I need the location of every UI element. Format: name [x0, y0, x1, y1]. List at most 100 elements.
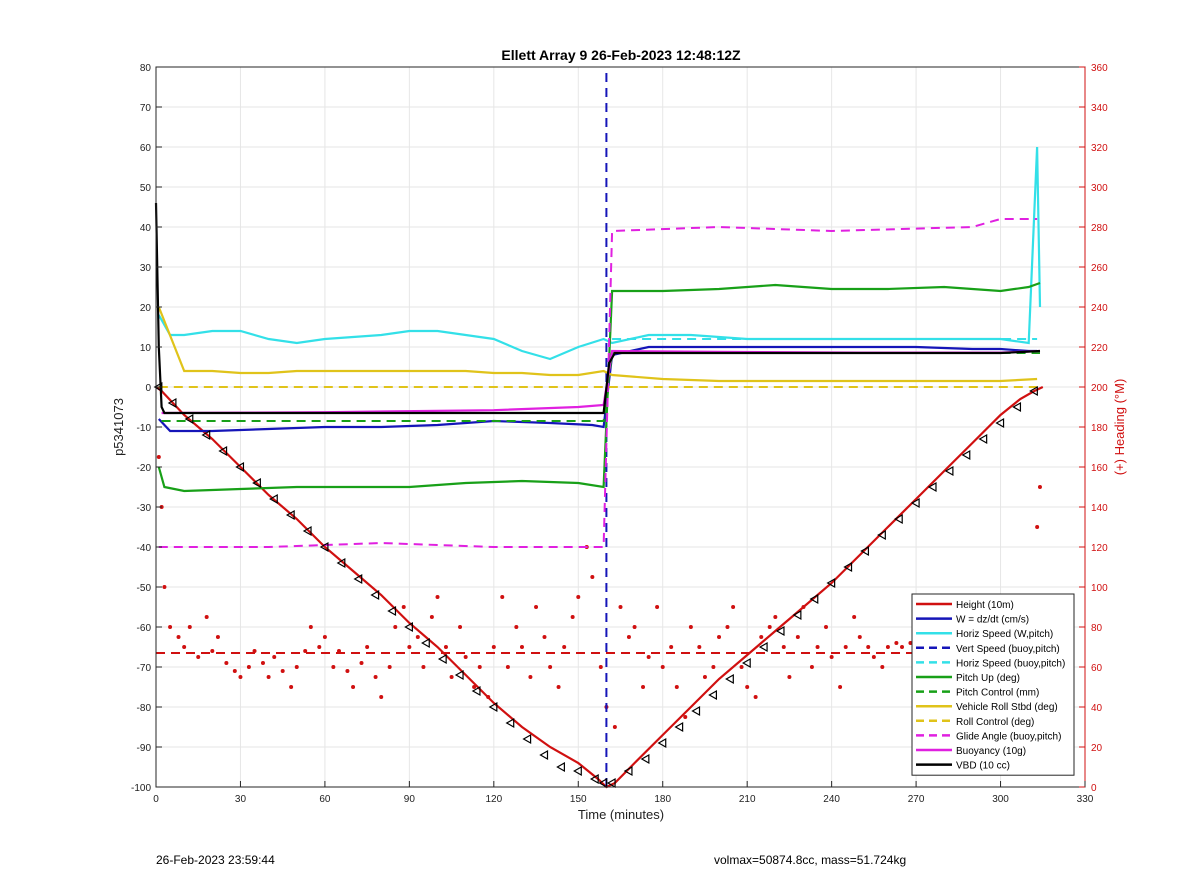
heading-point — [542, 635, 547, 639]
heading-point — [215, 635, 220, 639]
heading-point — [238, 675, 243, 679]
legend-entry: Horiz Speed (W,pitch) — [956, 629, 1053, 640]
y-tick-label-left: -70 — [137, 663, 152, 674]
x-tick-label: 90 — [404, 794, 416, 805]
y-tick-label-right: 240 — [1091, 303, 1108, 314]
y-tick-label-right: 300 — [1091, 183, 1108, 194]
x-tick-label: 60 — [319, 794, 331, 805]
height-marker — [302, 525, 312, 537]
heading-point — [745, 685, 750, 689]
x-axis-label: Time (minutes) — [578, 807, 664, 822]
heading-point — [1035, 525, 1040, 529]
heading-point — [373, 675, 378, 679]
height-marker — [370, 589, 380, 601]
heading-point — [570, 615, 575, 619]
heading-point — [702, 675, 707, 679]
height-marker — [269, 493, 278, 505]
y-tick-label-right: 100 — [1091, 583, 1108, 594]
legend-entry: Pitch Up (deg) — [956, 673, 1020, 684]
height-marker — [252, 477, 261, 489]
heading-point — [331, 665, 336, 669]
series-line-1 — [157, 345, 1038, 433]
heading-point — [280, 669, 285, 673]
legend-entry: Vert Speed (buoy,pitch) — [956, 644, 1060, 655]
heading-point — [626, 635, 631, 639]
y-tick-label-left: -90 — [137, 743, 152, 754]
x-tick-label: 270 — [908, 794, 925, 805]
y-tick-label-left: -30 — [137, 503, 152, 514]
heading-point — [415, 635, 420, 639]
height-marker — [454, 669, 464, 681]
series-layer — [153, 67, 1044, 789]
x-tick-label: 0 — [153, 794, 159, 805]
heading-point — [500, 595, 505, 599]
height-marker — [910, 497, 920, 509]
heading-point — [829, 655, 834, 659]
legend-entry: VBD (10 cc) — [956, 761, 1010, 772]
series-line-7 — [157, 306, 1038, 383]
height-marker — [758, 641, 768, 653]
heading-point — [739, 665, 744, 669]
heading-point — [210, 649, 215, 653]
heading-point — [272, 655, 277, 659]
heading-point — [880, 665, 885, 669]
height-marker — [1029, 385, 1038, 397]
heading-point — [162, 585, 167, 589]
y-tick-label-left: -20 — [137, 463, 152, 474]
heading-point — [182, 645, 187, 649]
x-tick-label: 330 — [1077, 794, 1094, 805]
height-marker — [573, 765, 582, 777]
heading-point — [317, 645, 322, 649]
height-marker — [995, 417, 1005, 429]
legend-entry: Pitch Control (mm) — [956, 688, 1039, 699]
heading-point — [900, 645, 905, 649]
heading-point — [435, 595, 440, 599]
x-tick-label: 150 — [570, 794, 587, 805]
series-line-2 — [157, 146, 1042, 361]
height-marker — [556, 761, 565, 773]
y-tick-label-left: -80 — [137, 703, 152, 714]
heading-point — [759, 635, 764, 639]
y-tick-label-left: 70 — [140, 103, 152, 114]
footer-timestamp: 26-Feb-2023 23:59:44 — [156, 853, 275, 867]
heading-point — [669, 645, 674, 649]
y-tick-label-left: 20 — [140, 303, 152, 314]
height-marker — [404, 621, 413, 633]
height-marker — [843, 561, 853, 573]
heading-point — [505, 665, 510, 669]
legend-entry: Buoyancy (10g) — [956, 746, 1026, 757]
legend-entry: Vehicle Roll Stbd (deg) — [956, 702, 1058, 713]
x-tick-label: 210 — [739, 794, 756, 805]
y-tick-label-left: 50 — [140, 183, 152, 194]
height-marker — [235, 461, 245, 473]
heading-point — [824, 625, 829, 629]
heading-point — [809, 665, 814, 669]
heading-point — [477, 665, 482, 669]
y-tick-label-left: -40 — [137, 543, 152, 554]
axes: 0 30 60 90 120 150 180 210 240 270 300 330807060504… — [131, 63, 1108, 805]
y-tick-label-right: 60 — [1091, 663, 1103, 674]
y-tick-label-right: 320 — [1091, 143, 1108, 154]
y-tick-label-left: 40 — [140, 223, 152, 234]
height-marker — [1012, 401, 1022, 413]
heading-point — [731, 605, 736, 609]
x-tick-label: 30 — [235, 794, 247, 805]
heading-point — [795, 635, 800, 639]
x-tick-label: 120 — [485, 794, 502, 805]
y-tick-label-left: -50 — [137, 583, 152, 594]
series-line-5 — [157, 281, 1041, 493]
heading-point — [379, 695, 384, 699]
height-marker — [598, 777, 608, 789]
legend: Height (10m) W = dz/dt (cm/s) Horiz Speed … — [911, 593, 1075, 776]
heading-point — [204, 615, 209, 619]
heading-point — [885, 645, 890, 649]
height-marker — [505, 717, 515, 729]
height-marker — [792, 609, 802, 621]
heading-point — [590, 575, 595, 579]
height-marker — [775, 625, 785, 637]
heading-point — [266, 675, 271, 679]
y-tick-label-left: 10 — [140, 343, 152, 354]
heading-point — [519, 645, 524, 649]
heading-point — [767, 625, 772, 629]
